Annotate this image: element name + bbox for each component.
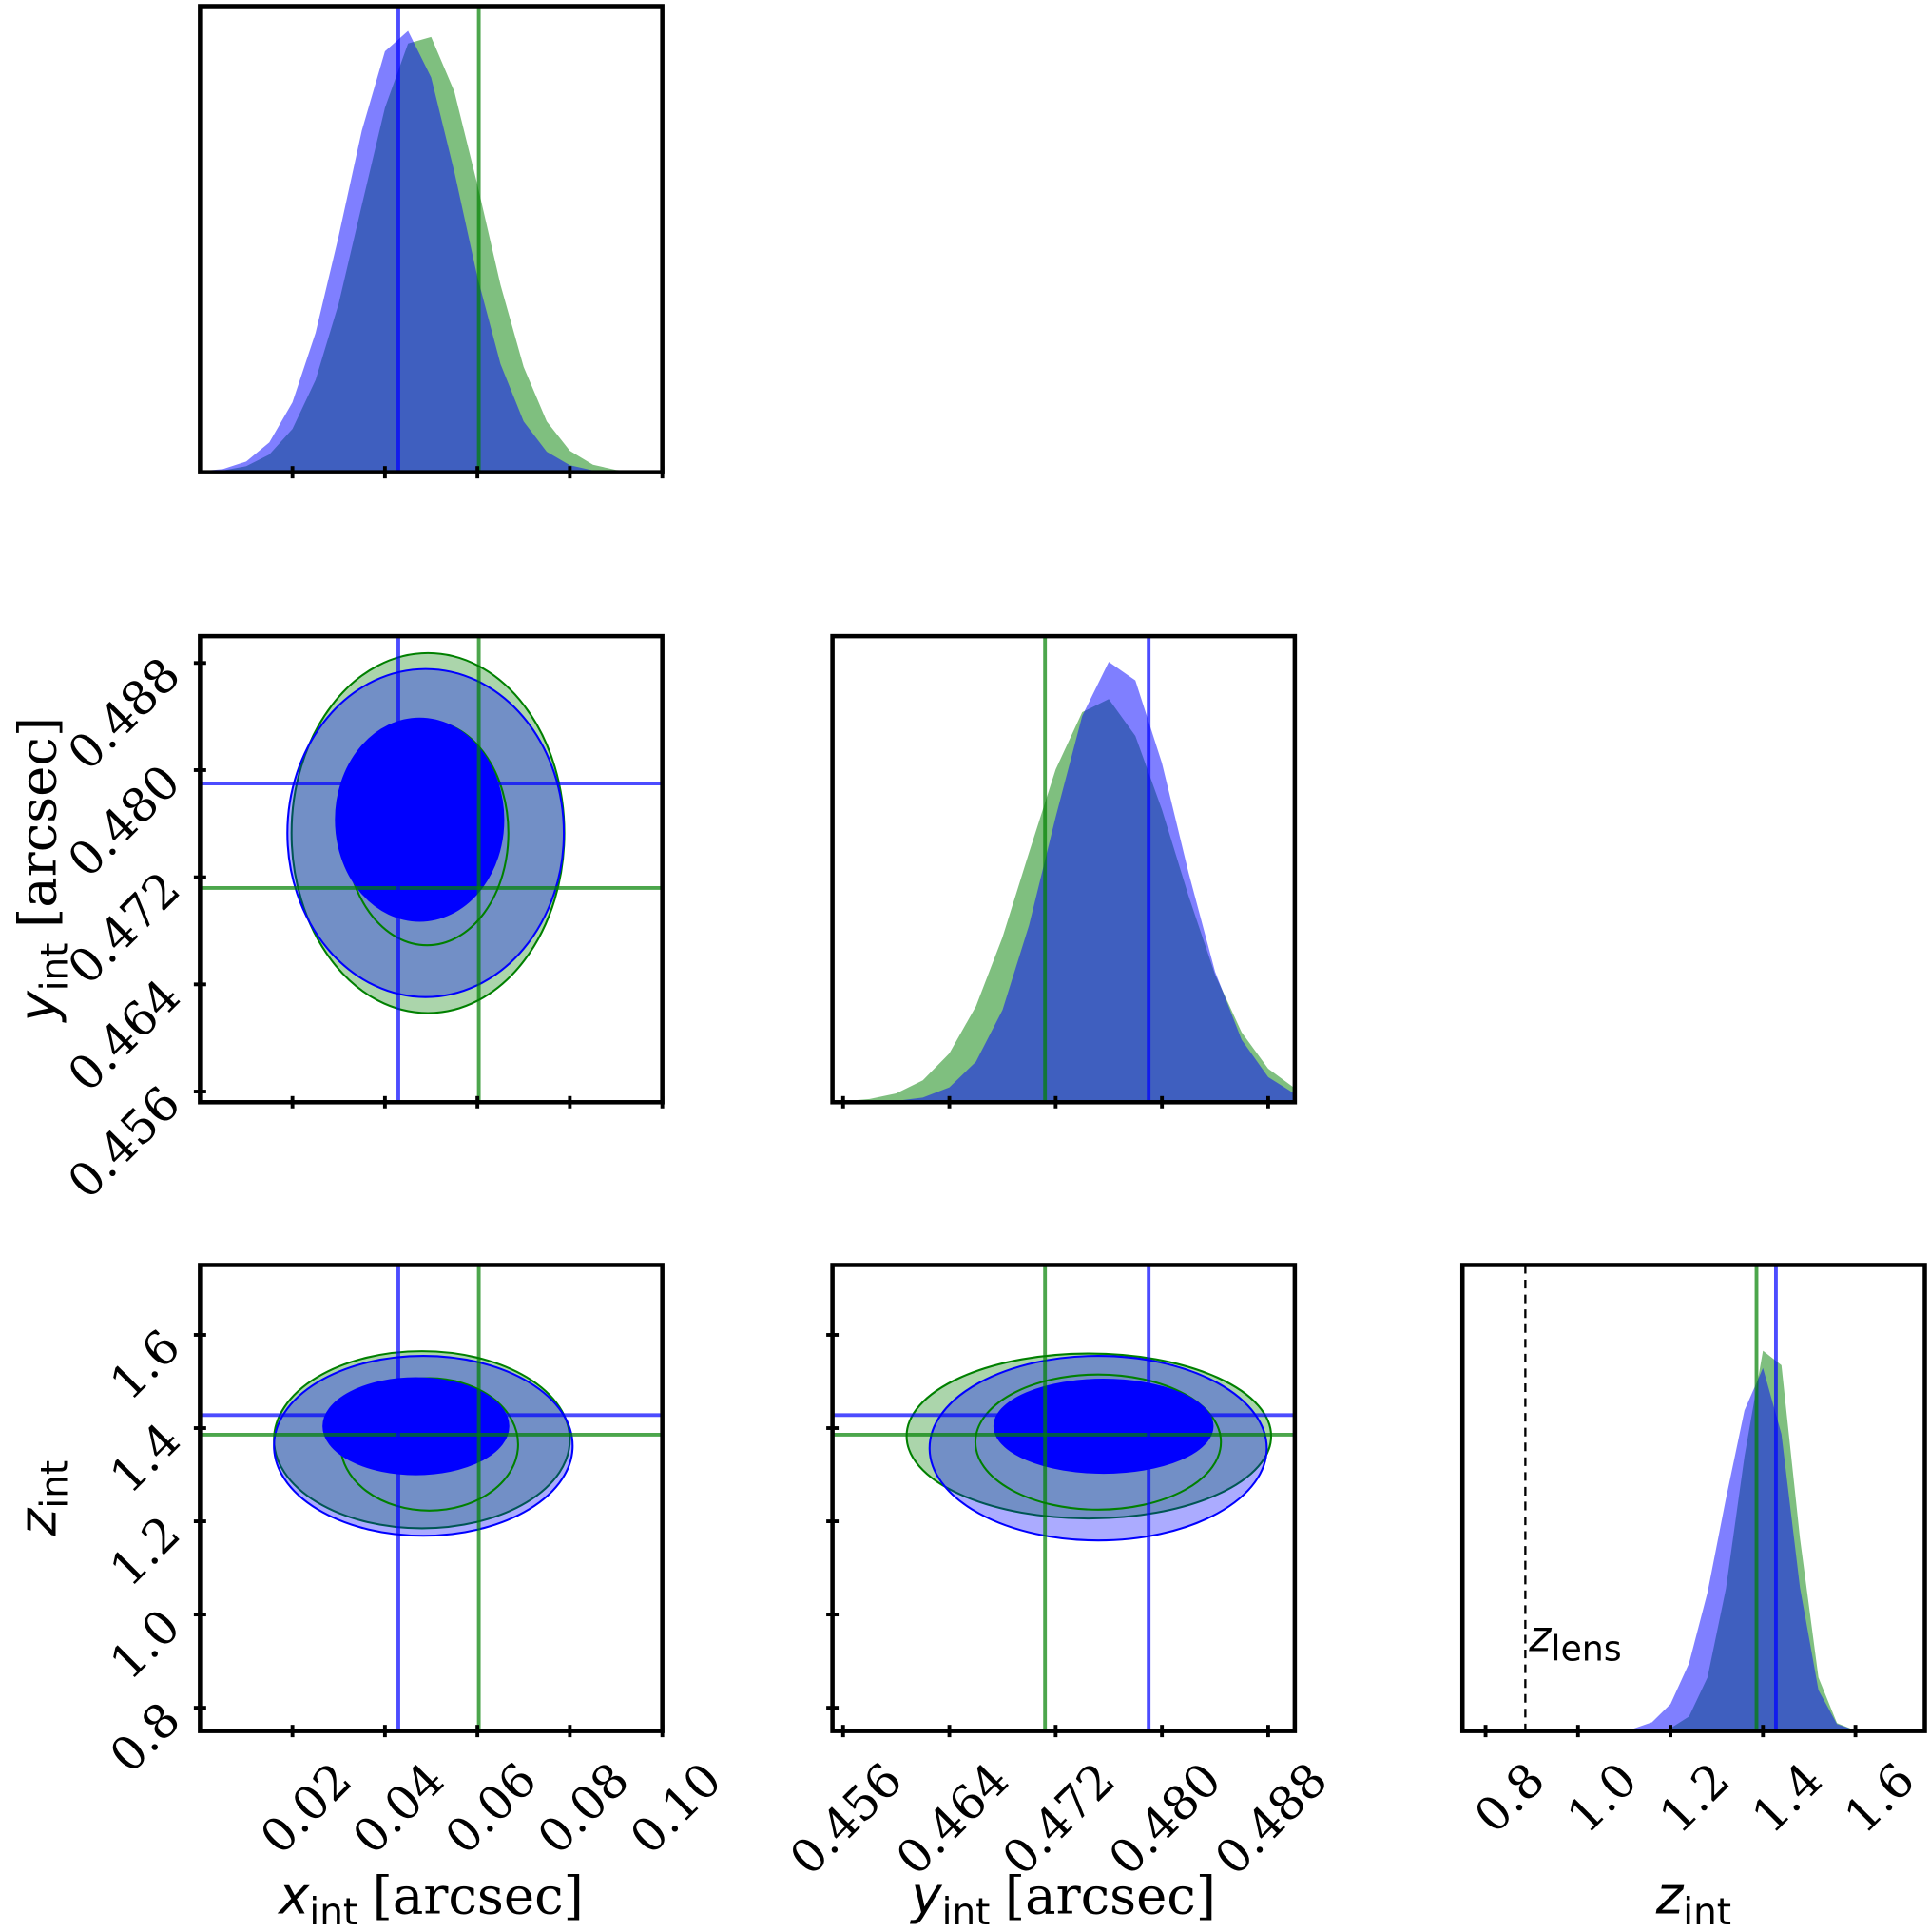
panel-frame [830, 633, 1298, 1105]
axis-subscript: int [942, 1891, 991, 1932]
x-tick-label: 0.04 [342, 1752, 455, 1865]
axis-unit: [arcsec] [373, 1865, 584, 1926]
y-tick-label: 0.480 [57, 754, 191, 888]
x-tick-label: 1.6 [1834, 1752, 1925, 1844]
axis-subscript: int [1683, 1891, 1731, 1932]
marginal-density [842, 662, 1295, 1103]
contour-inner [974, 1373, 1223, 1511]
axis-subscript: int [33, 943, 76, 992]
panel [1524, 1265, 1875, 1731]
y-tick-label: 1.4 [99, 1412, 190, 1503]
axis-label: zint [1655, 1865, 1731, 1932]
y-tick-label: 0.488 [57, 647, 191, 781]
axis-symbol: y [8, 991, 68, 1024]
x-tick-label: 0.464 [885, 1752, 1019, 1886]
axis-symbol: z [8, 1507, 68, 1536]
axis-label: yint [arcsec] [909, 1865, 1216, 1932]
panel-frame [198, 4, 665, 474]
y-tick-label: 1.6 [99, 1319, 190, 1410]
annotation-subscript: lens [1551, 1629, 1621, 1670]
x-tick-label: 0.10 [619, 1752, 732, 1865]
y-tick-label: 0.8 [99, 1691, 190, 1783]
axis-subscript: int [33, 1460, 76, 1509]
y-tick-label: 0.472 [57, 861, 191, 995]
axis-symbol: x [277, 1865, 310, 1926]
panel-frame [1459, 1263, 1927, 1733]
y-tick-label: 1.2 [99, 1505, 190, 1596]
axis-label: zint [8, 1460, 77, 1536]
x-tick-label: 0.02 [249, 1752, 362, 1865]
contour-inner [322, 1377, 510, 1476]
x-tick-label: 1.2 [1649, 1752, 1740, 1844]
x-tick-label: 0.456 [779, 1752, 913, 1886]
axis-subscript: int [309, 1891, 357, 1932]
x-tick-label: 1.4 [1741, 1752, 1832, 1844]
x-tick-label: 0.08 [527, 1752, 640, 1865]
panel [832, 1265, 1295, 1731]
x-tick-label: 0.8 [1464, 1752, 1555, 1844]
panel [200, 6, 663, 473]
y-tick-label: 0.456 [57, 1075, 191, 1209]
x-tick-label: 0.06 [434, 1752, 548, 1865]
y-tick-label: 1.0 [99, 1598, 190, 1690]
marginal-density [1596, 1367, 1875, 1731]
y-tick-label: 0.464 [57, 968, 191, 1102]
contour-inner [335, 717, 505, 922]
panel [200, 1265, 663, 1731]
contour-inner [993, 1379, 1214, 1475]
x-tick-label: 0.488 [1205, 1752, 1339, 1886]
axis-unit: [arcsec] [8, 717, 68, 928]
panel-frame [830, 1263, 1298, 1733]
axis-symbol: y [909, 1865, 942, 1926]
axis-symbol: z [1655, 1865, 1685, 1926]
panel [200, 636, 663, 1103]
annotation: zlens [1528, 1613, 1621, 1669]
panel [842, 636, 1295, 1103]
panel-frame [198, 633, 665, 1105]
axis-unit: [arcsec] [1005, 1865, 1216, 1926]
marginal-density [200, 30, 663, 473]
axis-label: yint [arcsec] [8, 717, 77, 1024]
annotation-symbol: z [1528, 1613, 1552, 1661]
axis-label: xint [arcsec] [277, 1865, 584, 1932]
x-tick-label: 1.0 [1556, 1752, 1648, 1844]
panel-frame [198, 1263, 665, 1733]
